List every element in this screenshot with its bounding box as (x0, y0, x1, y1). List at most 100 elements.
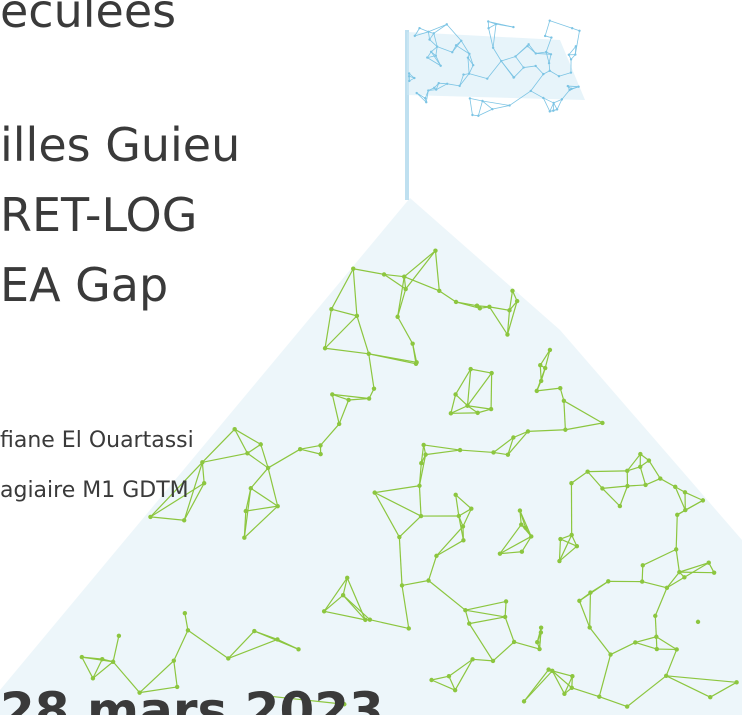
network-node (345, 576, 349, 580)
network-node (568, 89, 570, 91)
author-line: RET-LOG (0, 192, 197, 238)
network-line (496, 24, 513, 27)
network-node (608, 652, 612, 656)
network-node (425, 101, 427, 103)
network-node (665, 586, 669, 590)
network-node (346, 398, 350, 402)
network-node (397, 535, 401, 539)
network-node (539, 379, 543, 383)
network-node (433, 87, 435, 89)
network-node (469, 506, 473, 510)
network-node (535, 640, 539, 644)
network-node (562, 399, 566, 403)
network-line (642, 565, 643, 581)
network-node (489, 371, 493, 375)
network-node (550, 36, 552, 38)
network-node (421, 443, 425, 447)
network-node (462, 73, 464, 75)
network-node (427, 31, 429, 33)
network-node (487, 27, 489, 29)
network-node (549, 110, 551, 112)
network-node (410, 341, 414, 345)
network-node (707, 561, 711, 565)
network-node (461, 524, 465, 528)
network-node (534, 65, 536, 67)
network-node (415, 92, 417, 94)
network-node (382, 272, 386, 276)
network-line (420, 28, 429, 32)
network-line (550, 21, 572, 29)
network-node (552, 102, 554, 104)
network-node (418, 27, 420, 29)
network-node (453, 688, 457, 692)
network-node (439, 65, 441, 67)
network-node (408, 80, 410, 82)
network-node (475, 304, 479, 308)
network-node (654, 635, 658, 639)
network-node (403, 287, 407, 291)
network-node (529, 534, 533, 538)
network-node (495, 23, 497, 25)
network-node (275, 504, 279, 508)
network-node (675, 513, 679, 517)
network-node (407, 626, 411, 630)
network-node (435, 55, 437, 57)
network-node (511, 435, 515, 439)
network-node (548, 348, 552, 352)
network-node (438, 82, 440, 84)
network-node (453, 493, 457, 497)
network-node (467, 56, 469, 58)
network-node (625, 704, 629, 708)
network-node (402, 274, 406, 278)
network-node (449, 411, 453, 415)
network-node (683, 508, 687, 512)
network-node (683, 490, 687, 494)
network-node (417, 484, 421, 488)
network-node (507, 308, 511, 312)
network-node (575, 544, 579, 548)
network-node (643, 483, 647, 487)
network-node (708, 695, 712, 699)
network-node (172, 659, 176, 663)
network-node (427, 89, 429, 91)
network-node (451, 51, 453, 53)
network-node (512, 76, 514, 78)
date: 28 mars 2023 (0, 686, 384, 715)
network-node (696, 620, 700, 624)
network-line (575, 31, 579, 55)
network-node (455, 44, 457, 46)
network-node (430, 51, 432, 53)
presenter-line: fiane El Ouartassi (0, 430, 194, 452)
network-node (351, 267, 355, 271)
network-node (437, 289, 441, 293)
network-node (647, 458, 651, 462)
network-node (458, 448, 462, 452)
network-line (543, 98, 549, 111)
network-node (148, 515, 152, 519)
network-node (512, 26, 514, 28)
network-node (463, 608, 467, 612)
author-line: illes Guieu (0, 122, 240, 168)
network-node (111, 660, 115, 664)
network-node (429, 678, 433, 682)
network-node (606, 579, 610, 583)
network-node (538, 363, 542, 367)
network-node (570, 58, 572, 60)
network-node (423, 452, 427, 456)
network-node (400, 583, 404, 587)
network-node (491, 450, 495, 454)
network-node (487, 305, 491, 309)
network-node (625, 484, 629, 488)
network-node (318, 452, 322, 456)
network-node (571, 27, 573, 29)
network-node (486, 77, 488, 79)
network-node (457, 514, 461, 518)
network-node (519, 522, 523, 526)
network-node (505, 332, 509, 336)
network-line (545, 21, 550, 36)
network-node (664, 674, 668, 678)
network-node (588, 590, 592, 594)
network-node (471, 114, 473, 116)
network-node (434, 554, 438, 558)
network-node (183, 611, 187, 615)
